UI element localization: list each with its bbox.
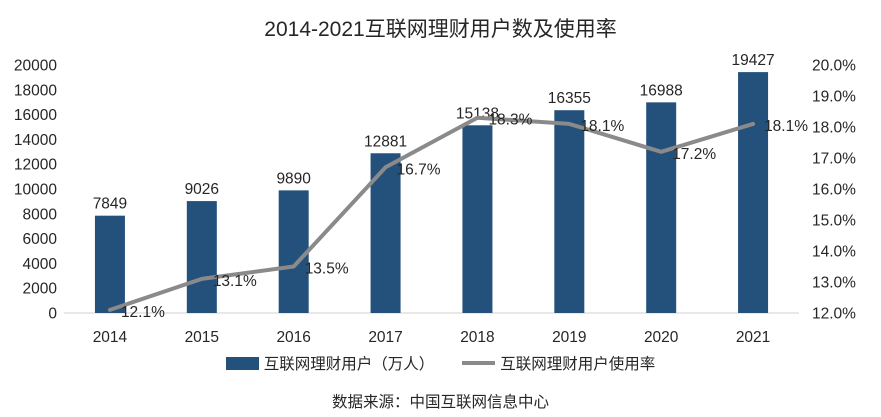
rate-value-label: 17.2% [672, 146, 716, 163]
rate-value-label: 16.7% [397, 161, 441, 178]
rate-value-label: 18.3% [488, 112, 532, 129]
bar-swatch-icon [225, 356, 259, 370]
source-note: 数据来源：中国互联网信息中心 [331, 394, 549, 411]
y-axis-tick-label-left: 0 [48, 306, 57, 323]
bar-value-label: 16355 [548, 90, 591, 107]
x-axis-tick-label: 2020 [644, 329, 679, 346]
y-axis-tick-label-left: 8000 [23, 206, 58, 223]
y-axis-tick-label-left: 14000 [14, 132, 57, 149]
bar-value-label: 16988 [640, 82, 683, 99]
rate-value-label: 18.1% [580, 118, 624, 135]
y-axis-tick-label-right: 13.0% [812, 275, 856, 292]
y-axis-tick-label-left: 2000 [23, 281, 58, 298]
rate-line [107, 115, 756, 312]
y-axis-tick-label-right: 18.0% [812, 120, 856, 137]
bar [94, 215, 125, 313]
y-axis-tick-label-left: 12000 [14, 157, 57, 174]
x-axis-tick-label: 2018 [460, 329, 494, 346]
y-axis-tick-label-right: 17.0% [812, 151, 856, 168]
y-axis-tick-label-left: 18000 [14, 82, 57, 99]
chart-title: 2014-2021互联网理财用户数及使用率 [264, 18, 617, 41]
bar [278, 190, 309, 313]
rate-value-label: 12.1% [121, 304, 165, 321]
legend-item-users: 互联网理财用户（万人） [225, 352, 435, 374]
bar [554, 110, 585, 313]
x-axis-tick-label: 2014 [93, 329, 128, 346]
bar-value-label: 19427 [732, 52, 775, 69]
y-axis-tick-label-left: 16000 [14, 107, 57, 124]
bar [186, 201, 217, 313]
rate-value-label: 13.1% [213, 273, 257, 290]
chart-plot-area: 0 2000 4000 6000 8000 10000 12000 14000 16000 180… [14, 52, 856, 346]
legend-item-rate: 互联网理财用户使用率 [462, 352, 655, 374]
bar-value-label: 9890 [276, 170, 311, 187]
bar-value-label: 12881 [364, 133, 407, 150]
bar [738, 72, 769, 314]
y-axis-tick-label-right: 19.0% [812, 89, 856, 106]
bar [646, 102, 677, 313]
y-axis-tick-label-left: 4000 [23, 256, 58, 273]
y-axis-tick-label-left: 20000 [14, 58, 57, 75]
x-axis-tick-label: 2015 [185, 329, 219, 346]
x-axis-tick-label: 2021 [736, 329, 770, 346]
chart-legend: 互联网理财用户（万人） 互联网理财用户使用率 [0, 352, 881, 374]
bar-value-label: 9026 [185, 181, 219, 198]
x-axis-tick-label: 2017 [368, 329, 402, 346]
bar [462, 125, 493, 313]
legend-label-users: 互联网理财用户（万人） [263, 356, 435, 373]
rate-value-label: 18.1% [764, 118, 808, 135]
line-swatch-icon [462, 361, 496, 365]
rate-value-label: 13.5% [305, 261, 349, 278]
legend-label-rate: 互联网理财用户使用率 [500, 356, 656, 373]
y-axis-tick-label-left: 10000 [14, 182, 57, 199]
y-axis-tick-label-right: 20.0% [812, 58, 856, 75]
y-axis-tick-label-left: 6000 [23, 231, 58, 248]
bar-value-label: 7849 [93, 196, 127, 213]
y-axis-tick-label-right: 12.0% [812, 306, 856, 323]
y-axis-tick-label-right: 15.0% [812, 213, 856, 230]
x-axis-tick-label: 2019 [552, 329, 586, 346]
y-axis-tick-label-right: 14.0% [812, 244, 856, 261]
x-axis-tick-label: 2016 [276, 329, 310, 346]
y-axis-tick-label-right: 16.0% [812, 182, 856, 199]
